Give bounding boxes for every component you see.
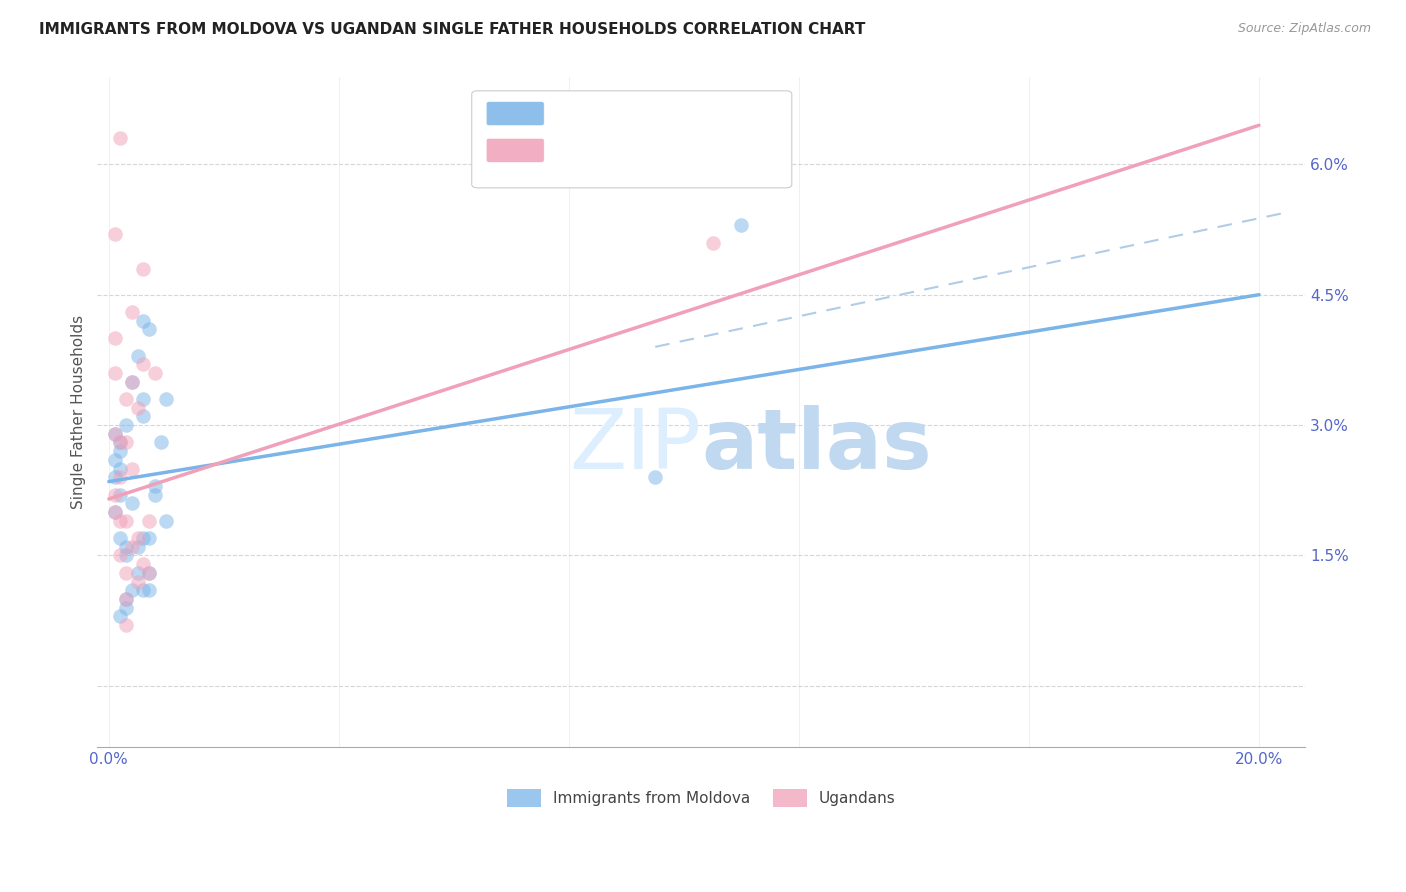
Text: R = 0.410   N = 37: R = 0.410 N = 37 (553, 103, 710, 122)
Point (138, 566, 160, 580)
Point (730, 218, 752, 232)
Point (121, 375, 143, 389)
Point (138, 531, 160, 545)
Point (127, 574, 149, 589)
Point (132, 392, 155, 406)
Text: Source: ZipAtlas.com: Source: ZipAtlas.com (1237, 22, 1371, 36)
Point (110, 514, 132, 528)
Point (104, 227, 127, 241)
Point (121, 583, 143, 598)
Point (702, 235, 724, 250)
Point (115, 600, 138, 615)
Point (104, 505, 127, 519)
Text: IMMIGRANTS FROM MOLDOVA VS UGANDAN SINGLE FATHER HOUSEHOLDS CORRELATION CHART: IMMIGRANTS FROM MOLDOVA VS UGANDAN SINGL… (39, 22, 866, 37)
Point (127, 566, 149, 580)
Point (155, 392, 177, 406)
Point (138, 566, 160, 580)
Point (110, 609, 132, 624)
Point (132, 357, 155, 371)
Point (115, 514, 138, 528)
Point (143, 487, 166, 501)
Point (115, 549, 138, 563)
Point (138, 514, 160, 528)
Point (110, 435, 132, 450)
Point (121, 461, 143, 475)
Point (132, 261, 155, 276)
Point (115, 540, 138, 554)
Text: atlas: atlas (702, 405, 932, 486)
Point (110, 131, 132, 145)
Point (104, 366, 127, 380)
FancyBboxPatch shape (472, 91, 792, 188)
Point (110, 470, 132, 484)
Point (115, 591, 138, 606)
Point (110, 549, 132, 563)
Point (143, 366, 166, 380)
Point (110, 461, 132, 475)
Point (115, 418, 138, 433)
Point (121, 540, 143, 554)
Point (143, 479, 166, 493)
Point (127, 531, 149, 545)
Point (110, 531, 132, 545)
Point (138, 322, 160, 336)
Y-axis label: Single Father Households: Single Father Households (72, 315, 86, 509)
Point (149, 435, 172, 450)
Point (115, 566, 138, 580)
Point (110, 435, 132, 450)
Point (110, 444, 132, 458)
Point (104, 453, 127, 467)
Point (132, 557, 155, 571)
Point (115, 618, 138, 632)
Text: R = 0.501   N = 31: R = 0.501 N = 31 (553, 141, 710, 159)
Point (155, 514, 177, 528)
Point (138, 583, 160, 598)
Point (104, 505, 127, 519)
Legend: Immigrants from Moldova, Ugandans: Immigrants from Moldova, Ugandans (501, 783, 901, 813)
Point (104, 426, 127, 441)
Point (644, 470, 666, 484)
Point (115, 591, 138, 606)
Point (104, 487, 127, 501)
Point (115, 392, 138, 406)
Point (127, 349, 149, 363)
Point (121, 375, 143, 389)
Point (132, 583, 155, 598)
Point (132, 314, 155, 328)
Point (127, 401, 149, 415)
Point (104, 331, 127, 345)
Point (121, 496, 143, 510)
Point (110, 487, 132, 501)
Point (104, 426, 127, 441)
Point (121, 305, 143, 319)
Point (132, 531, 155, 545)
Point (127, 540, 149, 554)
Point (115, 435, 138, 450)
FancyBboxPatch shape (486, 138, 544, 162)
Text: ZIP: ZIP (569, 405, 702, 486)
Point (132, 409, 155, 424)
FancyBboxPatch shape (486, 102, 544, 126)
Point (104, 470, 127, 484)
